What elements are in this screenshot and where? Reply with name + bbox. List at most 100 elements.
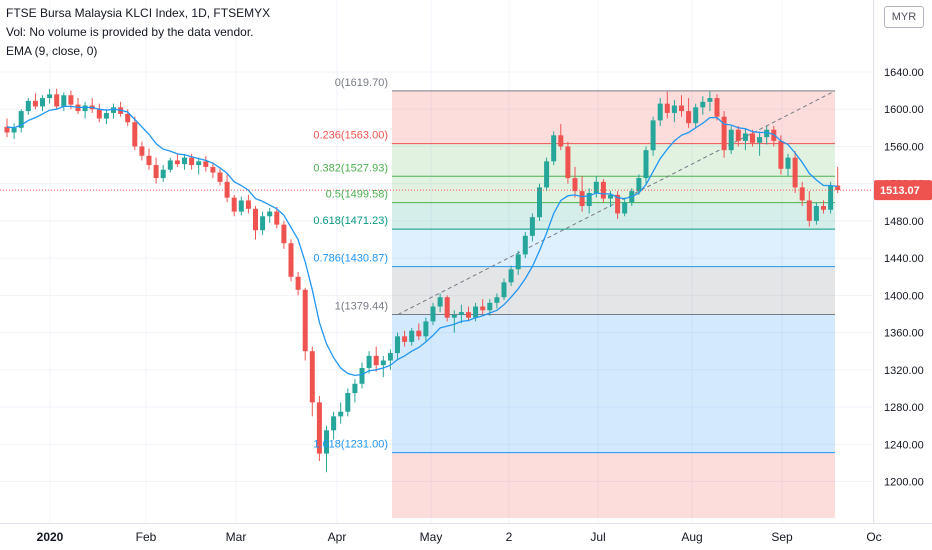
- candle-body: [572, 178, 578, 192]
- candle-body: [274, 211, 280, 225]
- candle-body: [806, 200, 812, 221]
- ema-legend[interactable]: EMA (9, close, 0): [6, 44, 98, 58]
- candle-body: [260, 216, 266, 231]
- candle-body: [103, 112, 109, 119]
- candle-body: [61, 95, 67, 107]
- candle-body: [167, 160, 173, 170]
- fib-zone: [392, 229, 835, 267]
- candle-body: [4, 126, 10, 133]
- candle-body: [82, 105, 88, 112]
- candle-body: [558, 135, 564, 147]
- candle-body: [686, 111, 692, 124]
- candle-body: [657, 103, 663, 121]
- candle-body: [217, 172, 223, 182]
- candle-body: [508, 269, 514, 283]
- candle-body: [238, 200, 244, 212]
- candle-body: [267, 211, 273, 217]
- candle-body: [501, 282, 507, 298]
- candle-body: [281, 224, 287, 244]
- candle-body: [18, 111, 24, 128]
- candle-body: [68, 95, 74, 105]
- candle-body: [437, 297, 443, 307]
- candle-body: [757, 137, 763, 143]
- x-tick-label: Mar: [226, 530, 247, 544]
- candle-body: [714, 98, 720, 117]
- x-tick-label: Oc: [866, 530, 881, 544]
- fibonacci-levels[interactable]: [392, 90, 835, 454]
- candle-body: [537, 187, 542, 218]
- candle-body: [693, 107, 699, 124]
- candle-body: [579, 191, 585, 207]
- fib-zone: [392, 202, 835, 230]
- candle-body: [309, 351, 315, 403]
- x-tick-label: Sep: [771, 530, 793, 544]
- candle-body: [671, 105, 677, 113]
- candle-body: [416, 330, 422, 337]
- candle-body: [302, 289, 308, 352]
- candle-body: [466, 312, 471, 318]
- candle-body: [835, 185, 841, 191]
- time-axis[interactable]: 2020 Feb Mar Apr May 2 Jul Aug Sep Oc: [37, 530, 882, 544]
- fib-zone: [392, 90, 835, 144]
- candle-body: [40, 98, 45, 107]
- x-tick-label: May: [420, 530, 443, 544]
- candle-body: [728, 129, 734, 151]
- candle-body: [345, 393, 351, 412]
- x-tick-label: Apr: [328, 530, 347, 544]
- candle-body: [700, 101, 706, 108]
- candle-body: [96, 109, 102, 119]
- candle-body: [352, 383, 358, 394]
- candle-body: [160, 169, 166, 179]
- candle-body: [32, 100, 38, 107]
- candle-body: [409, 330, 415, 342]
- candle-body: [231, 197, 237, 212]
- candle-body: [288, 243, 294, 277]
- candle-body: [359, 367, 365, 384]
- fib-zone: [392, 266, 835, 315]
- price-axis[interactable]: 1200.00 1240.00 1280.00 1320.00 1360.00 1400.…: [884, 67, 924, 489]
- candle-body: [253, 208, 258, 231]
- candle-body: [395, 336, 400, 354]
- candle-body: [430, 306, 436, 322]
- candle-body: [189, 157, 195, 166]
- fib-level-label: 0.5(1499.58): [326, 189, 388, 201]
- candle-body: [821, 206, 826, 210]
- candle-body: [742, 133, 748, 141]
- candle-body: [544, 161, 550, 188]
- candle-body: [316, 402, 322, 454]
- candle-body: [402, 336, 408, 342]
- currency-button[interactable]: MYR: [884, 6, 924, 28]
- candle-body: [735, 129, 741, 141]
- fib-level-label: 1(1379.44): [335, 300, 388, 312]
- candle-body: [494, 297, 500, 303]
- candle-body: [764, 129, 770, 138]
- y-tick-label: 1200.00: [884, 477, 924, 489]
- candle-body: [643, 150, 649, 179]
- candlestick-series: [4, 88, 841, 473]
- candle-body: [54, 94, 60, 107]
- candle-body: [132, 122, 138, 147]
- candle-body: [707, 98, 713, 102]
- candle-body: [636, 178, 642, 192]
- fibonacci-zones: [392, 90, 835, 518]
- candle-body: [111, 107, 116, 113]
- candle-body: [338, 411, 344, 417]
- candle-body: [331, 416, 337, 431]
- candle-body: [125, 113, 131, 123]
- candle-body: [11, 127, 17, 133]
- fib-zone: [392, 314, 835, 453]
- candle-body: [387, 353, 393, 361]
- candle-body: [792, 157, 798, 188]
- candle-body: [380, 360, 386, 366]
- candle-body: [153, 165, 159, 179]
- candle-body: [664, 103, 670, 113]
- fib-zone: [392, 143, 835, 177]
- candle-body: [487, 302, 493, 311]
- candle-body: [366, 355, 372, 368]
- x-tick-label: Aug: [681, 530, 702, 544]
- y-tick-label: 1240.00: [884, 439, 924, 451]
- candle-body: [750, 133, 755, 143]
- candle-body: [295, 276, 301, 290]
- candle-body: [813, 206, 819, 221]
